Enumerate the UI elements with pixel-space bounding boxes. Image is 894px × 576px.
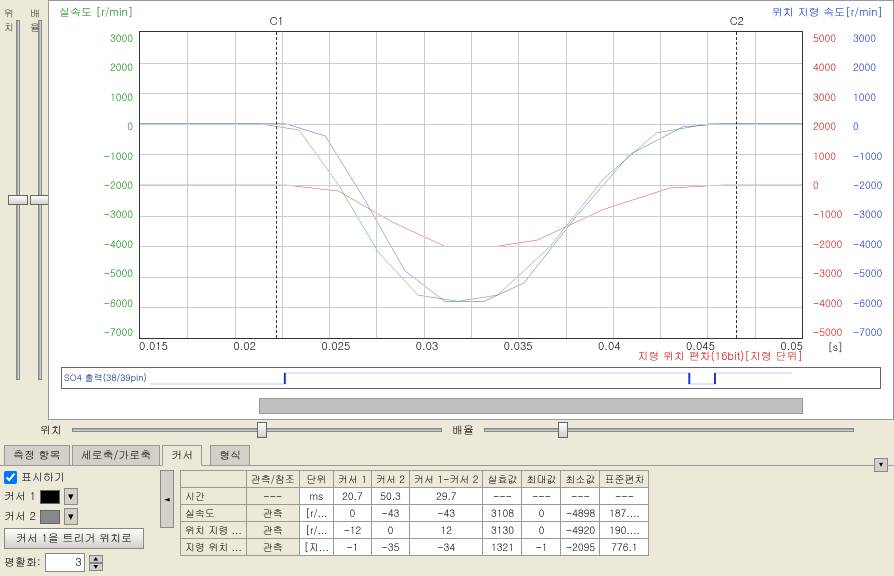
data-table: 관측/참조단위커서 1커서 2커서 1-커서 2실효값최대값최소값표준편차시간-…	[180, 470, 890, 572]
spin-up-button[interactable]: ▲	[89, 555, 103, 563]
cursor-c2[interactable]: C2	[736, 32, 737, 338]
chart-area: 실속도 [r/min] 위치 지령 속도[r/min] 300020001000…	[48, 0, 894, 420]
y-axis-left: 3000200010000-1000-2000-3000-4000-5000-6…	[97, 31, 137, 339]
digital-strip: SO4 출력(38/39pin)	[61, 367, 881, 389]
table-row[interactable]: 시간---ms20.750.329.7------------	[181, 488, 649, 505]
hslider-label-scale: 배율	[452, 423, 474, 438]
chart-title-right: 위치 지령 속도[r/min]	[772, 5, 883, 20]
hslider-position[interactable]	[72, 422, 442, 438]
tab-bar: 측정 항목 세로축/가로축 커서 형식	[0, 444, 894, 466]
cursor1-label: 커서 1	[4, 489, 36, 504]
table-row[interactable]: 지령 위치 ...관측[지...-1-35-341321-1-2095776.1	[181, 539, 649, 556]
chevron-down-icon[interactable]: ▾	[64, 488, 78, 505]
dropdown-corner-button[interactable]: ▾	[874, 458, 888, 472]
chevron-down-icon[interactable]: ▾	[64, 508, 78, 525]
x-axis-unit: [s]	[828, 340, 843, 354]
tab-measure[interactable]: 측정 항목	[4, 445, 70, 465]
cursor2-color[interactable]	[40, 510, 60, 524]
cursor2-label: 커서 2	[4, 509, 36, 524]
tab-cursor[interactable]: 커서	[162, 445, 202, 466]
left-slider-panel: 위치 배율	[0, 0, 48, 420]
table-row[interactable]: 위치 지령 ...관측[r/...-1201231300-4920190....	[181, 522, 649, 539]
y-axis-right-1: 500040003000200010000-1000-2000-3000-400…	[813, 31, 853, 339]
chart-title-left: 실속도 [r/min]	[59, 5, 133, 20]
plot-region[interactable]: C1 C2	[139, 31, 803, 339]
table-row[interactable]: 실속도관측[r/...0-43-4331080-4898187....	[181, 505, 649, 522]
show-checkbox[interactable]	[4, 471, 17, 484]
tab-axes[interactable]: 세로축/가로축	[72, 445, 161, 465]
table-nav-left[interactable]: ◄	[160, 470, 174, 528]
cursor-c1[interactable]: C1	[276, 32, 277, 338]
strip-label: SO4 출력(38/39pin)	[64, 371, 147, 384]
hslider-scale[interactable]	[484, 422, 854, 438]
smooth-label: 평활화:	[4, 555, 41, 570]
smooth-input[interactable]	[45, 553, 85, 572]
cursor-controls: 표시하기 커서 1 ▾ 커서 2 ▾ 커서 1을 트리거 위치로 평활화: ▲ …	[4, 470, 154, 572]
cursor1-color[interactable]	[40, 490, 60, 504]
tab-format[interactable]: 형식	[210, 445, 250, 465]
time-scrollbar[interactable]	[259, 398, 803, 414]
chart-bottom-label: 지령 위치 편차(16bit)[지령 단위]	[637, 349, 803, 364]
spin-down-button[interactable]: ▼	[89, 563, 103, 571]
show-label: 표시하기	[21, 470, 65, 485]
trigger-position-button[interactable]: 커서 1을 트리거 위치로	[4, 528, 144, 549]
y-axis-right-2: 3000200010000-1000-2000-3000-4000-5000-6…	[853, 31, 893, 339]
hslider-label-pos: 위치	[40, 423, 62, 438]
